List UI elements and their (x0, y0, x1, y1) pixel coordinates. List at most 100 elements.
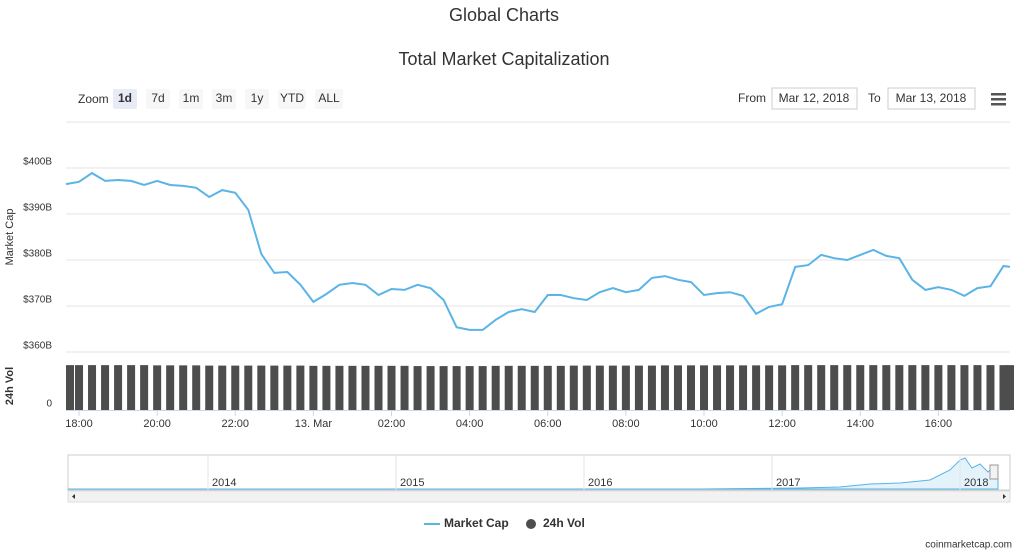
volume-bar (322, 365, 331, 410)
to-label: To (868, 91, 881, 105)
volume-bar (700, 365, 709, 410)
menu-button[interactable] (991, 93, 1006, 106)
scroll-left (72, 494, 75, 499)
navigator-label: 2016 (588, 477, 612, 489)
navigator-label: 2014 (212, 477, 236, 489)
volume-bar (713, 365, 722, 410)
navigator-handle[interactable] (989, 464, 999, 480)
scrollbar[interactable] (67, 490, 1011, 503)
volume-bar (804, 365, 813, 410)
zoom-button-label: 1d (118, 91, 132, 105)
y-axis-title: 24h Vol (4, 367, 16, 405)
volume-bar (791, 365, 800, 410)
volume-bar (752, 365, 761, 410)
x-tick-label: 04:00 (456, 418, 484, 430)
x-tick-label: 18:00 (65, 418, 93, 430)
x-tick-label: 02:00 (378, 418, 406, 430)
zoom-button[interactable] (315, 89, 343, 109)
volume-bar (166, 365, 175, 410)
navigator-label: 2017 (776, 477, 800, 489)
y-tick-label: $390B (23, 203, 52, 214)
y-tick-label: $370B (23, 295, 52, 306)
volume-bar (765, 365, 774, 410)
menu-bar (991, 93, 1006, 96)
navigator: 2014 2015 2016 2017 2018 (67, 454, 1011, 503)
legend-label[interactable]: 24h Vol (543, 516, 585, 530)
from-input[interactable] (771, 87, 858, 110)
volume-bar (856, 365, 865, 410)
volume-bar (947, 365, 956, 410)
menu-bar (991, 103, 1006, 106)
navigator-label: 2015 (400, 477, 424, 489)
scroll-right (1003, 494, 1006, 499)
zoom-button[interactable] (245, 89, 269, 109)
x-tick-label: 22:00 (222, 418, 250, 430)
volume-bar (830, 365, 839, 410)
volume-bar (621, 365, 630, 410)
zoom-label: Zoom (78, 92, 109, 106)
volume-bar (660, 365, 669, 410)
volume-bar (778, 365, 787, 410)
zoom-button[interactable] (113, 89, 137, 109)
volume-bar (452, 366, 461, 410)
volume-bar (686, 365, 695, 410)
volume-bar (543, 365, 552, 410)
zoom-button[interactable] (212, 89, 236, 109)
volume-bar (739, 365, 748, 410)
volume-bar (869, 365, 878, 410)
volume-bar (231, 365, 240, 410)
chart-title: Total Market Capitalization (398, 49, 609, 69)
x-tick-label: 08:00 (612, 418, 640, 430)
volume-bar (595, 365, 604, 410)
x-tick-label: 13. Mar (295, 418, 333, 430)
y-tick-label: $380B (23, 249, 52, 260)
zoom-button-label: YTD (280, 91, 304, 105)
volume-bar (218, 365, 227, 410)
navigator-label: 2018 (964, 477, 988, 489)
volume-bar (426, 366, 435, 410)
x-tick-label: 06:00 (534, 418, 562, 430)
volume-bar (66, 365, 74, 410)
volume-bar (530, 365, 539, 410)
volume-bar (465, 366, 474, 410)
from-label: From (738, 91, 766, 105)
volume-bar (895, 365, 904, 410)
volume-bar (205, 365, 214, 410)
volume-bar (517, 365, 526, 410)
legend-label[interactable]: Market Cap (444, 516, 509, 530)
zoom-button[interactable] (278, 89, 306, 109)
axes: $360B $370B $380B $390B $400B Market Cap 0 24h … (4, 157, 1010, 430)
from-date: Mar 12, 2018 (779, 91, 850, 105)
legend-marker (526, 519, 536, 529)
zoom-button[interactable] (179, 89, 203, 109)
volume-bar (999, 365, 1008, 410)
volume-bar (1006, 365, 1014, 410)
volume-bar (335, 365, 344, 410)
volume-bar (439, 366, 448, 410)
x-tick-label: 20:00 (143, 418, 171, 430)
zoom-button-label: 3m (216, 91, 233, 105)
zoom-button-label: ALL (318, 91, 340, 105)
volume-bar (257, 365, 266, 410)
x-tick-label: 16:00 (925, 418, 953, 430)
zoom-button[interactable] (146, 89, 170, 109)
volume-bar (127, 365, 136, 410)
menu-bar (991, 98, 1006, 101)
volume-bar (75, 365, 84, 410)
volume-bar (153, 365, 162, 410)
volume-bar (283, 365, 292, 410)
volume-bar (387, 365, 396, 410)
volume-bar (504, 365, 513, 410)
volume-bar (270, 365, 279, 410)
to-input[interactable] (887, 87, 976, 110)
legend: Market Cap 24h Vol (424, 516, 585, 530)
volume-bar (374, 365, 383, 410)
y-axis-title: Market Cap (4, 209, 16, 266)
credit[interactable]: coinmarketcap.com (925, 540, 1012, 551)
x-tick-label: 10:00 (690, 418, 718, 430)
y-tick-label: $400B (23, 157, 52, 168)
volume-bar (88, 365, 97, 410)
y-tick-label: 0 (46, 399, 52, 410)
volume-bar (973, 365, 982, 410)
